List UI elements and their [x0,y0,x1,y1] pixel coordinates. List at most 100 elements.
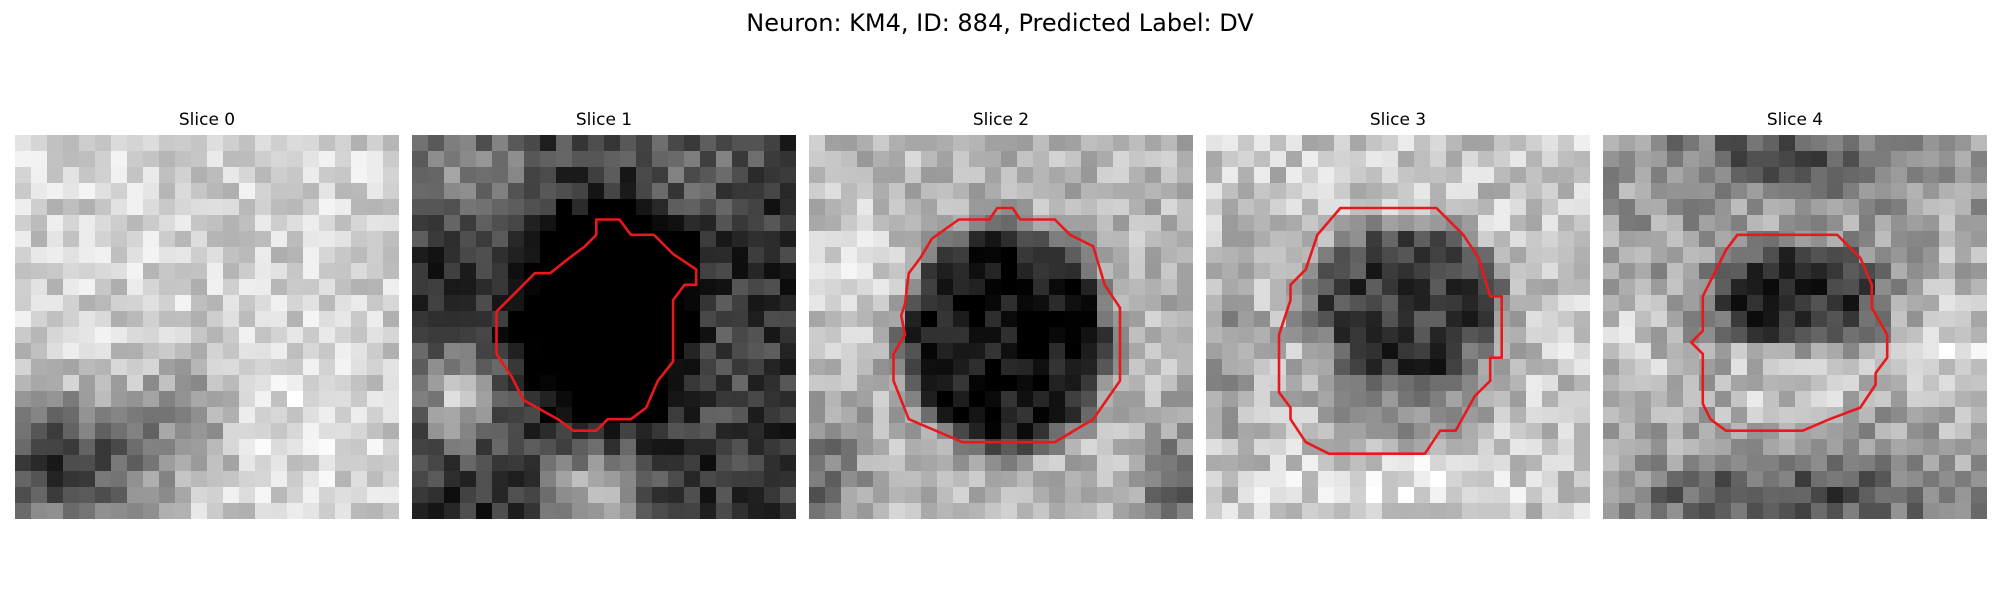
pixel-cell [780,359,796,376]
pixel-cell [1923,391,1940,408]
pixel-cell [1715,407,1732,424]
pixel-cell [764,439,781,456]
pixel-cell [1510,407,1527,424]
pixel-cell [335,439,352,456]
pixel-cell [444,455,461,472]
pixel-cell [716,423,733,440]
pixel-cell [460,247,477,264]
pixel-cell [1875,359,1892,376]
pixel-cell [175,503,192,519]
pixel-cell [716,455,733,472]
pixel-cell [620,183,637,200]
pixel-cell [428,471,445,488]
pixel-cell [985,455,1002,472]
pixel-cell [588,199,605,216]
pixel-cell [764,295,781,312]
pixel-cell [1494,423,1511,440]
pixel-cell [1398,503,1415,519]
pixel-cell [953,279,970,296]
pixel-cell [1478,183,1495,200]
pixel-cell [540,167,557,184]
pixel-cell [652,151,669,168]
pixel-cell [476,455,493,472]
pixel-cell [159,343,176,360]
pixel-cell [383,247,399,264]
pixel-cell [1971,311,1987,328]
pixel-cell [841,327,858,344]
pixel-cell [15,151,32,168]
pixel-cell [1017,359,1034,376]
pixel-cell [1542,455,1559,472]
pixel-cell [969,215,986,232]
pixel-cell [1715,263,1732,280]
pixel-cell [1286,471,1303,488]
pixel-cell [1526,455,1543,472]
pixel-cell [540,471,557,488]
pixel-cell [572,407,589,424]
pixel-cell [556,151,573,168]
pixel-cell [889,439,906,456]
pixel-cell [1955,327,1972,344]
pixel-cell [524,359,541,376]
pixel-cell [287,455,304,472]
pixel-cell [1478,231,1495,248]
pixel-cell [857,151,874,168]
pixel-cell [47,231,64,248]
pixel-cell [1366,135,1383,152]
pixel-cell [556,439,573,456]
pixel-cell [1779,199,1796,216]
pixel-cell [1635,167,1652,184]
pixel-cell [191,439,208,456]
pixel-cell [1939,455,1956,472]
pixel-cell [1779,183,1796,200]
pixel-cell [1113,423,1130,440]
pixel-cell [905,231,922,248]
pixel-cell [652,391,669,408]
pixel-cell [143,487,160,504]
pixel-cell [1113,439,1130,456]
pixel-cell [1811,183,1828,200]
pixel-cell [1971,407,1987,424]
pixel-cell [63,423,80,440]
pixel-cell [1462,439,1479,456]
pixel-cell [303,487,320,504]
pixel-cell [287,487,304,504]
pixel-cell [428,199,445,216]
roi-contour [1690,233,1889,433]
pixel-cell [1334,151,1351,168]
pixel-cell [1939,375,1956,392]
pixel-cell [1414,263,1431,280]
pixel-cell [953,455,970,472]
pixel-cell [588,471,605,488]
pixel-cell [604,471,621,488]
pixel-cell [460,455,477,472]
pixel-cell [588,359,605,376]
pixel-cell [460,407,477,424]
pixel-cell [1747,183,1764,200]
pixel-cell [1763,471,1780,488]
pixel-cell [460,327,477,344]
pixel-cell [604,279,621,296]
pixel-cell [1206,183,1223,200]
pixel-cell [1462,231,1479,248]
pixel-cell [412,263,429,280]
pixel-cell [1619,135,1636,152]
pixel-cell [287,391,304,408]
pixel-cell [1875,279,1892,296]
pixel-cell [63,503,80,519]
pixel-cell [79,487,96,504]
pixel-cell [127,167,144,184]
pixel-cell [1651,359,1668,376]
pixel-cell [1558,199,1575,216]
pixel-cell [239,455,256,472]
pixel-cell [1206,311,1223,328]
pixel-cell [303,407,320,424]
pixel-cell [921,391,938,408]
pixel-cell [15,471,32,488]
pixel-cell [969,471,986,488]
pixel-cell [1635,263,1652,280]
pixel-cell [1398,391,1415,408]
pixel-cell [207,503,224,519]
pixel-cell [63,183,80,200]
pixel-cell [287,199,304,216]
